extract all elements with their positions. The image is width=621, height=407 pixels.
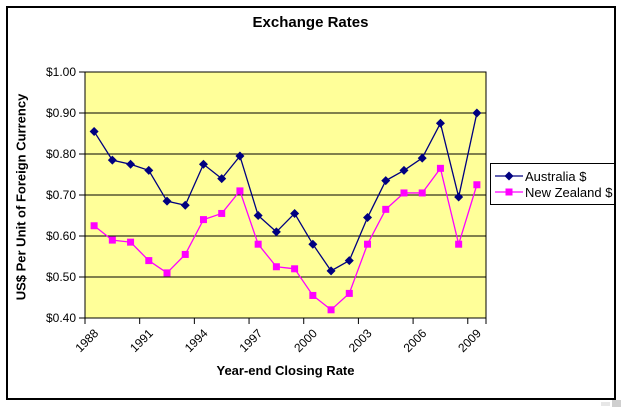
- australia-data-point: [144, 165, 154, 175]
- legend-item-australia: Australia $: [494, 168, 612, 184]
- australia-data-point: [89, 126, 99, 136]
- new-zealand-data-point: [254, 240, 262, 248]
- legend-label-australia: Australia $: [525, 168, 587, 184]
- x-axis-tick-label: 2009: [455, 326, 484, 355]
- new-zealand-data-point: [163, 269, 171, 277]
- x-axis-title: Year-end Closing Rate: [216, 363, 355, 378]
- new-zealand-data-point: [218, 209, 226, 217]
- australia-data-point: [290, 208, 300, 218]
- australia-data-point: [417, 153, 427, 163]
- new-zealand-data-point: [400, 189, 408, 197]
- y-axis-tick-label: $1.00: [46, 65, 76, 79]
- x-axis-tick-label: 2006: [401, 326, 430, 355]
- australia-data-point: [399, 165, 409, 175]
- x-axis-tick-label: 2003: [346, 326, 375, 355]
- resize-handle[interactable]: [612, 400, 621, 407]
- australia-data-point: [308, 239, 318, 249]
- australia-data-point: [198, 159, 208, 169]
- new-zealand-data-point: [364, 240, 372, 248]
- x-axis-tick-label: 2000: [291, 326, 320, 355]
- x-axis-tick-label: 1997: [236, 326, 265, 355]
- australia-data-point: [217, 174, 227, 184]
- australia-data-point: [235, 151, 245, 161]
- new-zealand-data-point: [181, 250, 189, 258]
- x-axis-tick-label: 1994: [182, 326, 211, 355]
- new-zealand-data-point: [272, 263, 280, 271]
- new-zealand-data-point: [127, 238, 135, 246]
- australia-data-point: [180, 200, 190, 210]
- y-axis-tick-label: $0.50: [46, 270, 76, 284]
- australia-data-point: [344, 256, 354, 266]
- new-zealand-data-point: [309, 291, 317, 299]
- chart-title: Exchange Rates: [252, 14, 369, 31]
- australia-data-point: [326, 266, 336, 276]
- new-zealand-series-icon: [495, 188, 523, 196]
- new-zealand-data-point: [473, 181, 481, 189]
- y-axis-tick-label: $0.80: [46, 147, 76, 161]
- new-zealand-data-point: [436, 164, 444, 172]
- new-zealand-data-point: [90, 222, 98, 230]
- x-axis-tick-label: 1988: [72, 326, 101, 355]
- australia-data-point: [381, 176, 391, 186]
- legend-item-new-zealand: New Zealand $: [494, 184, 612, 200]
- australia-data-point: [162, 196, 172, 206]
- y-axis-tick-label: $0.40: [46, 311, 76, 325]
- new-zealand-data-point: [327, 306, 335, 314]
- australia-legend-marker-icon: [504, 171, 514, 181]
- new-zealand-data-point: [108, 236, 116, 244]
- new-zealand-legend-marker-icon: [505, 188, 513, 196]
- new-zealand-line: [93, 166, 478, 311]
- resize-handle-shadow: [601, 402, 610, 406]
- australia-data-point: [253, 211, 263, 220]
- australia-data-point: [454, 192, 464, 202]
- australia-series-icon: [495, 171, 523, 181]
- y-axis-tick-label: $0.70: [46, 188, 76, 202]
- new-zealand-data-point: [345, 289, 353, 297]
- new-zealand-data-point: [291, 265, 299, 273]
- australia-data-point: [271, 227, 281, 237]
- y-axis-tick-label: $0.60: [46, 229, 76, 243]
- australia-data-point: [435, 118, 445, 128]
- y-axis-title: US$ Per Unit of Foreign Currency: [13, 93, 29, 301]
- x-axis-tick-label: 1991: [127, 326, 156, 355]
- australia-data-point: [363, 213, 373, 223]
- new-zealand-data-point: [236, 187, 244, 195]
- y-axis-tick-label: $0.90: [46, 106, 76, 120]
- new-zealand-data-point: [455, 240, 463, 248]
- australia-data-point: [472, 108, 482, 118]
- australia-data-point: [126, 159, 136, 169]
- new-zealand-data-point: [145, 257, 153, 265]
- new-zealand-data-point: [418, 189, 426, 197]
- australia-line: [93, 112, 478, 272]
- legend[interactable]: Australia $ New Zealand $: [490, 163, 615, 205]
- new-zealand-data-point: [199, 216, 207, 224]
- australia-data-point: [107, 155, 117, 165]
- new-zealand-data-point: [382, 205, 390, 213]
- legend-label-new-zealand: New Zealand $: [525, 184, 613, 200]
